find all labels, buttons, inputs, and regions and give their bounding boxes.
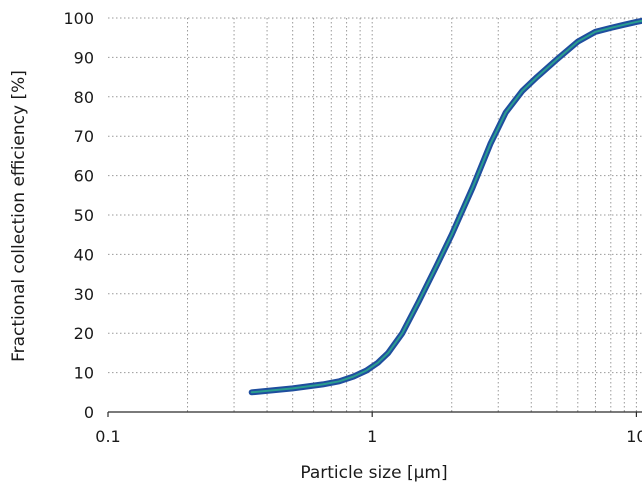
series [248,17,642,396]
y-tick-label: 80 [74,88,94,107]
y-tick-label: 70 [74,127,94,146]
y-tick-label: 90 [74,48,94,67]
efficiency-curve [248,17,642,396]
grid [108,17,642,412]
y-tick-label: 40 [74,245,94,264]
y-tick-label: 30 [74,285,94,304]
tick-labels: 0 10 20 30 40 50 60 70 80 90 100 0.1 1 10 [63,9,642,446]
y-tick-label: 10 [74,364,94,383]
x-tick-label: 1 [367,427,377,446]
y-tick-label: 100 [63,9,94,28]
x-tick-label: 0.1 [95,427,120,446]
x-tick-label: 10 [626,427,642,446]
x-axis-title: Particle size [µm] [300,463,447,483]
y-tick-label: 20 [74,324,94,343]
y-axis-title: Fractional collection efficiency [%] [9,70,29,362]
y-tick-label: 50 [74,206,94,225]
y-tick-label: 0 [84,403,94,422]
efficiency-curve-highlight [250,19,642,394]
y-tick-label: 60 [74,167,94,186]
